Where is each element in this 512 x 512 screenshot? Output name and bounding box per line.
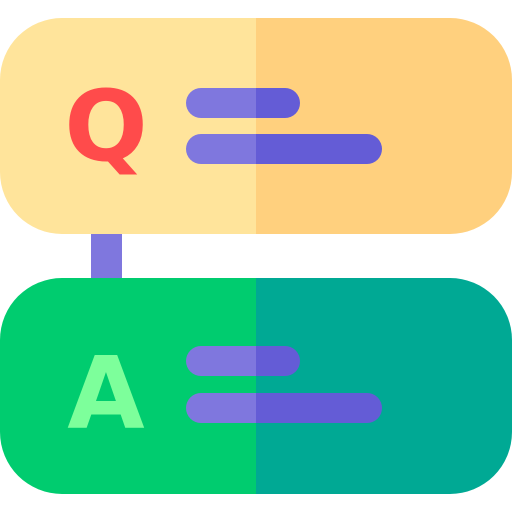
question-text-lines <box>186 88 382 164</box>
connector-bar <box>91 228 122 284</box>
question-letter: Q <box>64 70 147 184</box>
question-panel: Q <box>0 18 512 234</box>
answer-letter: A <box>67 335 144 452</box>
answer-text-lines <box>186 346 382 423</box>
answer-panel: A <box>0 278 512 494</box>
